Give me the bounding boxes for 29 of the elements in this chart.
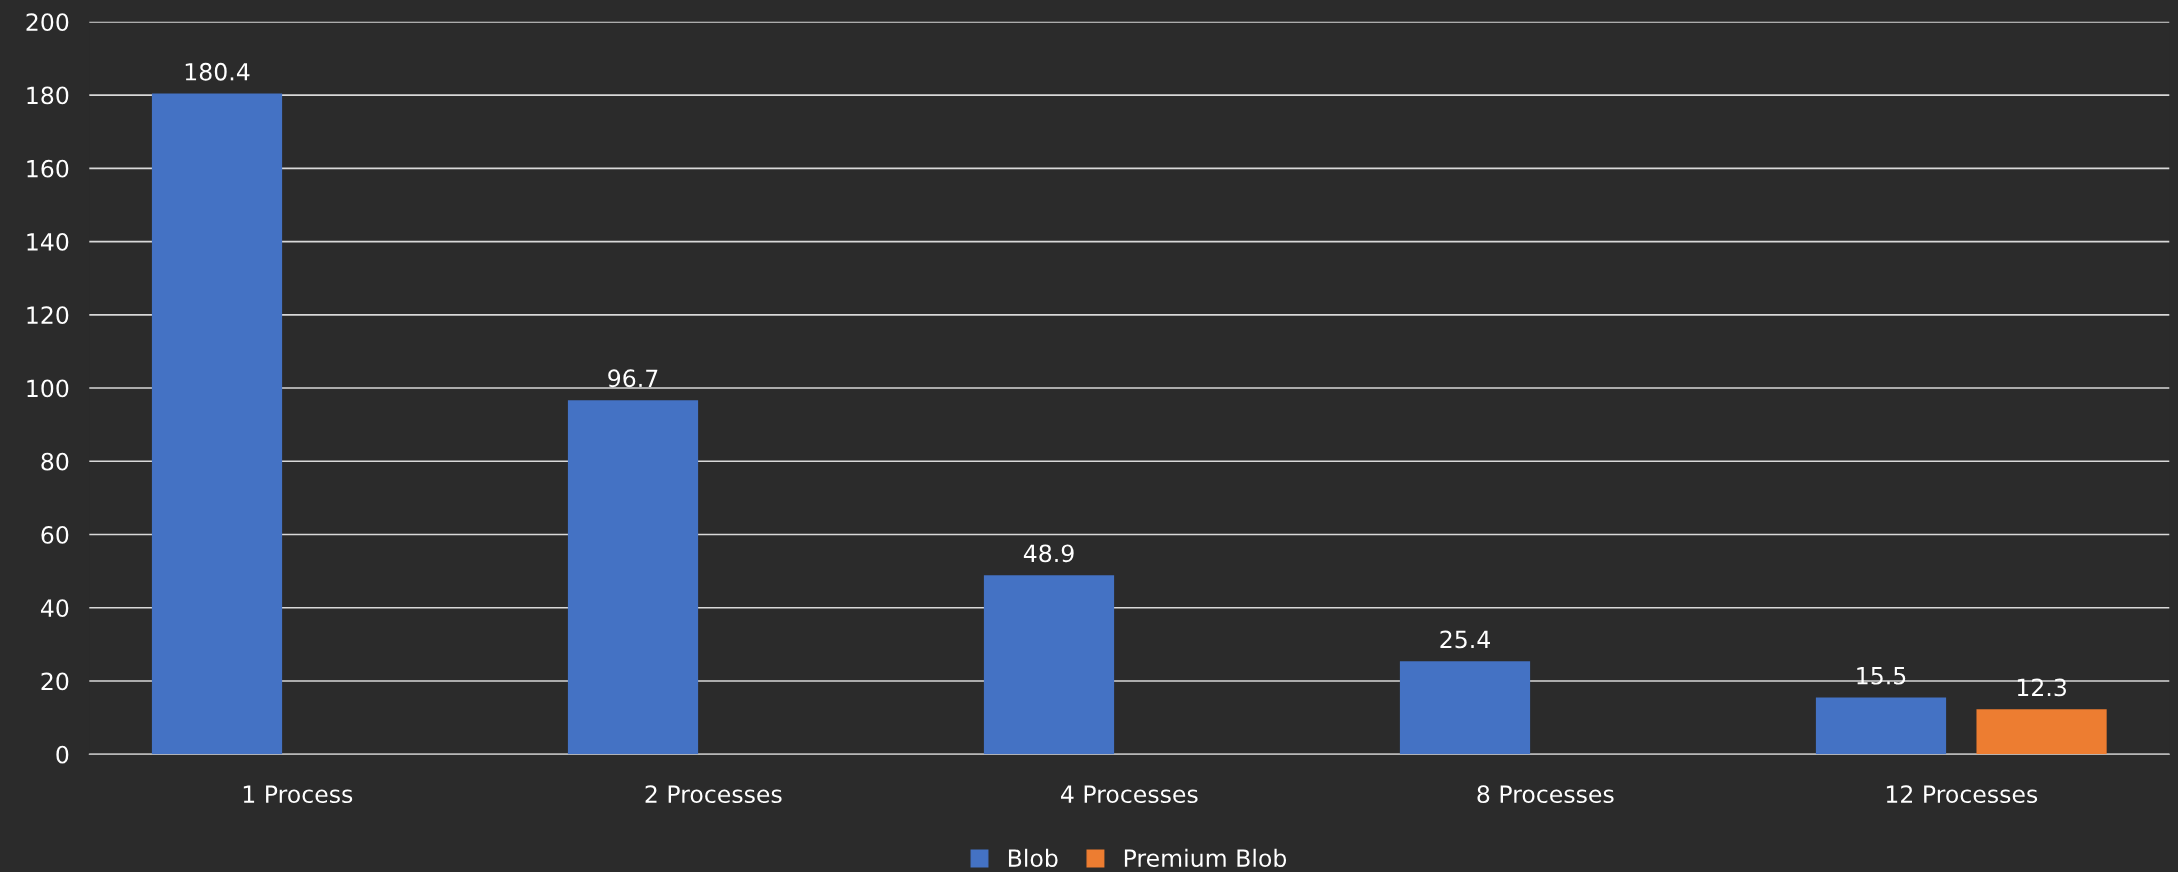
y-tick-label: 120 <box>27 306 69 325</box>
y-tick-label: 0 <box>56 745 69 764</box>
data-label: 25.4 <box>1440 630 1490 649</box>
y-tick-label: 40 <box>40 599 69 618</box>
bar <box>567 400 699 755</box>
x-tick-label: 2 Processes <box>645 785 782 804</box>
x-tick-label: 1 Process <box>243 785 353 804</box>
data-label: 12.3 <box>2017 678 2066 697</box>
bar <box>983 575 1115 755</box>
y-tick-label: 80 <box>41 452 69 471</box>
data-label: 180.4 <box>185 62 250 81</box>
bar <box>1815 697 1947 755</box>
bar <box>151 93 283 755</box>
y-tick-label: 200 <box>26 13 69 32</box>
y-tick-label: 100 <box>27 379 69 398</box>
legend-label: Blob <box>1008 848 1058 868</box>
legend-label: Premium Blob <box>1124 848 1287 868</box>
bar <box>1976 709 2107 755</box>
y-tick-label: 180 <box>27 86 69 105</box>
y-tick-label: 20 <box>41 672 69 691</box>
y-tick-label: 160 <box>27 159 69 178</box>
y-tick-label: 140 <box>27 232 69 251</box>
x-tick-label: 12 Processes <box>1886 785 2038 804</box>
x-tick-label: 4 Processes <box>1060 785 1198 804</box>
x-tick-label: 8 Processes <box>1477 785 1614 804</box>
data-label: 48.9 <box>1023 544 1074 563</box>
bar <box>1399 661 1531 755</box>
y-tick-label: 60 <box>41 525 69 544</box>
data-label: 96.7 <box>608 369 658 388</box>
